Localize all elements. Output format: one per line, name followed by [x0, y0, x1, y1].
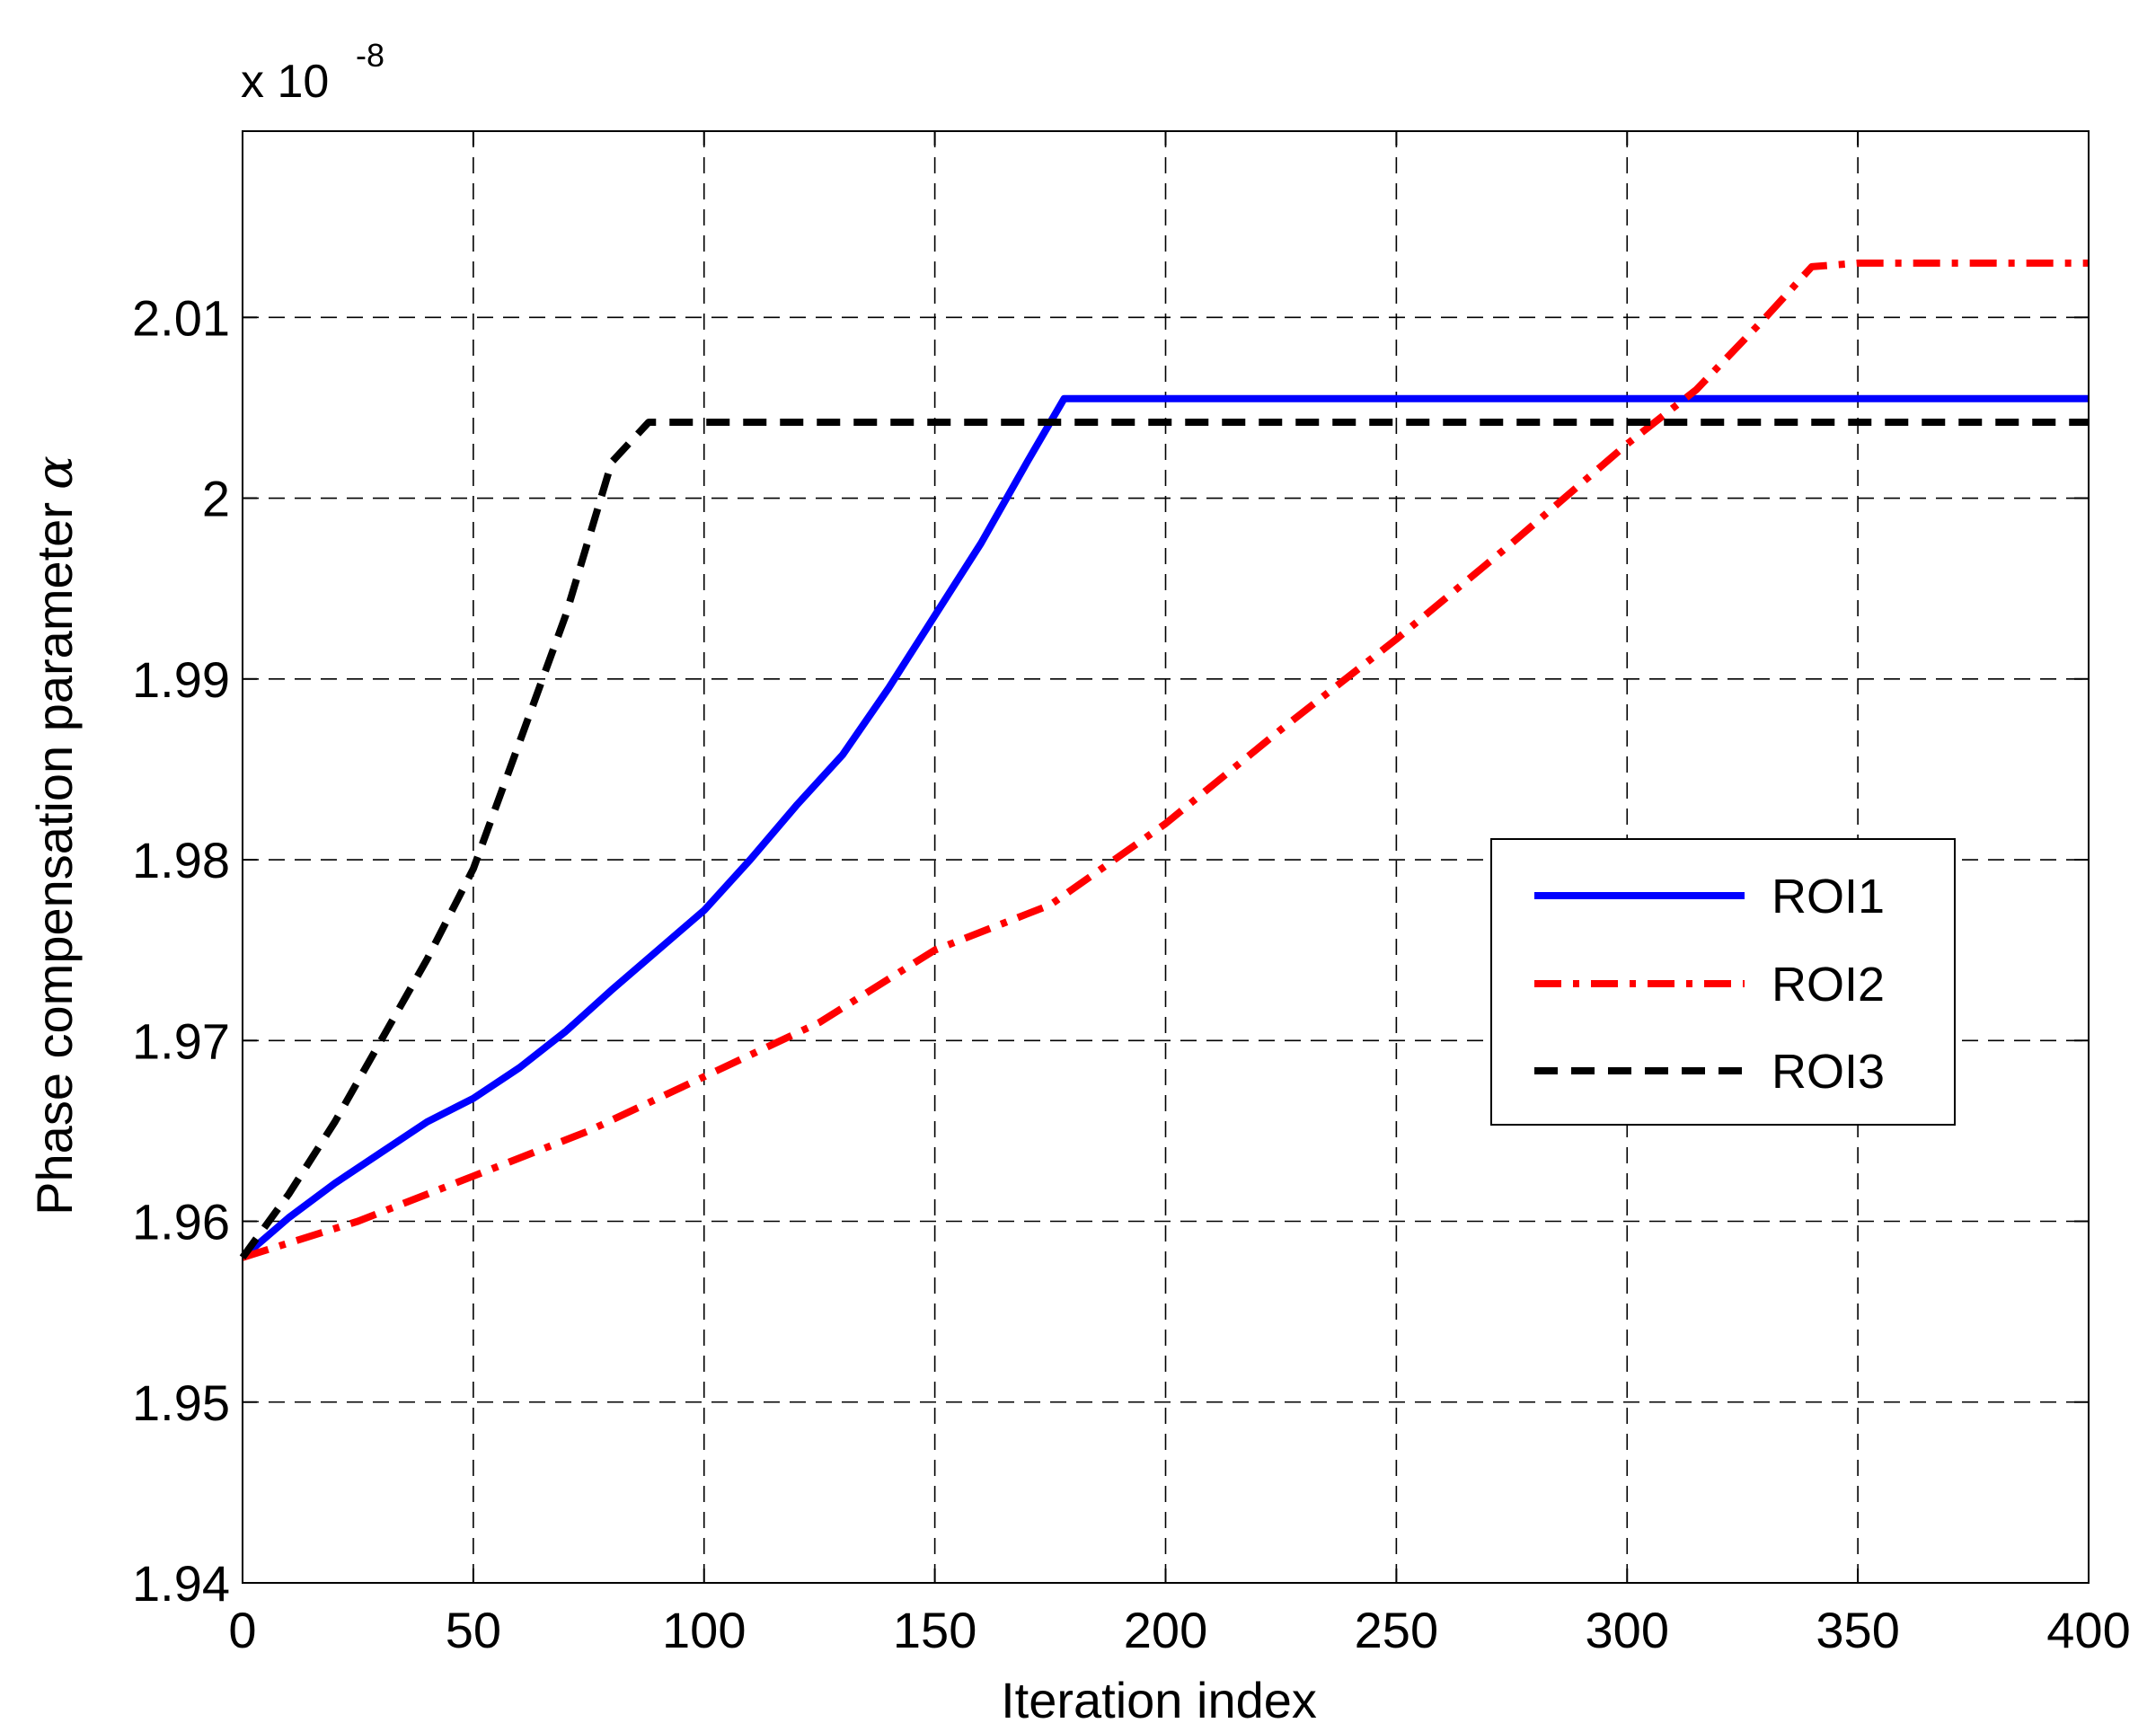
- y-axis-label-text: Phase compensation parameter: [26, 502, 83, 1215]
- x-tick-label: 150: [893, 1602, 976, 1658]
- legend-label-roi2: ROI2: [1772, 958, 1885, 1012]
- x-axis-label: Iteration index: [1001, 1672, 1317, 1728]
- legend: ROI1 ROI2 ROI3: [1490, 838, 1956, 1126]
- x-tick-label: 200: [1124, 1602, 1207, 1658]
- y-tick-label: 1.99: [132, 651, 230, 708]
- x-tick-label: 250: [1355, 1602, 1438, 1658]
- series-line-roi2: [241, 259, 2089, 1261]
- x-tick-label: 350: [1816, 1602, 1899, 1658]
- y-tick-label: 1.94: [132, 1555, 230, 1612]
- y-tick-label: 2: [202, 471, 230, 527]
- x-tick-label: 300: [1586, 1602, 1669, 1658]
- y-axis-label: Phase compensation parameter α: [26, 455, 84, 1215]
- legend-label-roi3: ROI3: [1772, 1045, 1885, 1099]
- tick-layer: 0 50 100 150 200 250 300 350 400 1.94 1.95 1.96 1.97…: [132, 131, 2131, 1658]
- x-tick-label: 400: [2046, 1602, 2130, 1658]
- series-line-roi1: [240, 394, 2089, 1260]
- y-axis-label-symbol: α: [26, 455, 84, 490]
- y-multiplier-exponent: -8: [356, 37, 384, 74]
- x-tick-label: 0: [228, 1602, 256, 1658]
- x-tick-label: 50: [446, 1602, 501, 1658]
- y-tick-label: 2.01: [132, 289, 230, 346]
- x-tick-label: 100: [662, 1602, 746, 1658]
- y-tick-label: 1.95: [132, 1374, 230, 1431]
- y-tick-label: 1.96: [132, 1194, 230, 1250]
- series-layer: [239, 259, 2089, 1261]
- y-tick-label: 1.97: [132, 1012, 230, 1069]
- y-multiplier-base: x 10: [241, 56, 329, 108]
- legend-label-roi1: ROI1: [1772, 870, 1885, 923]
- y-tick-label: 1.98: [132, 832, 230, 888]
- series-line-roi3: [239, 419, 2089, 1260]
